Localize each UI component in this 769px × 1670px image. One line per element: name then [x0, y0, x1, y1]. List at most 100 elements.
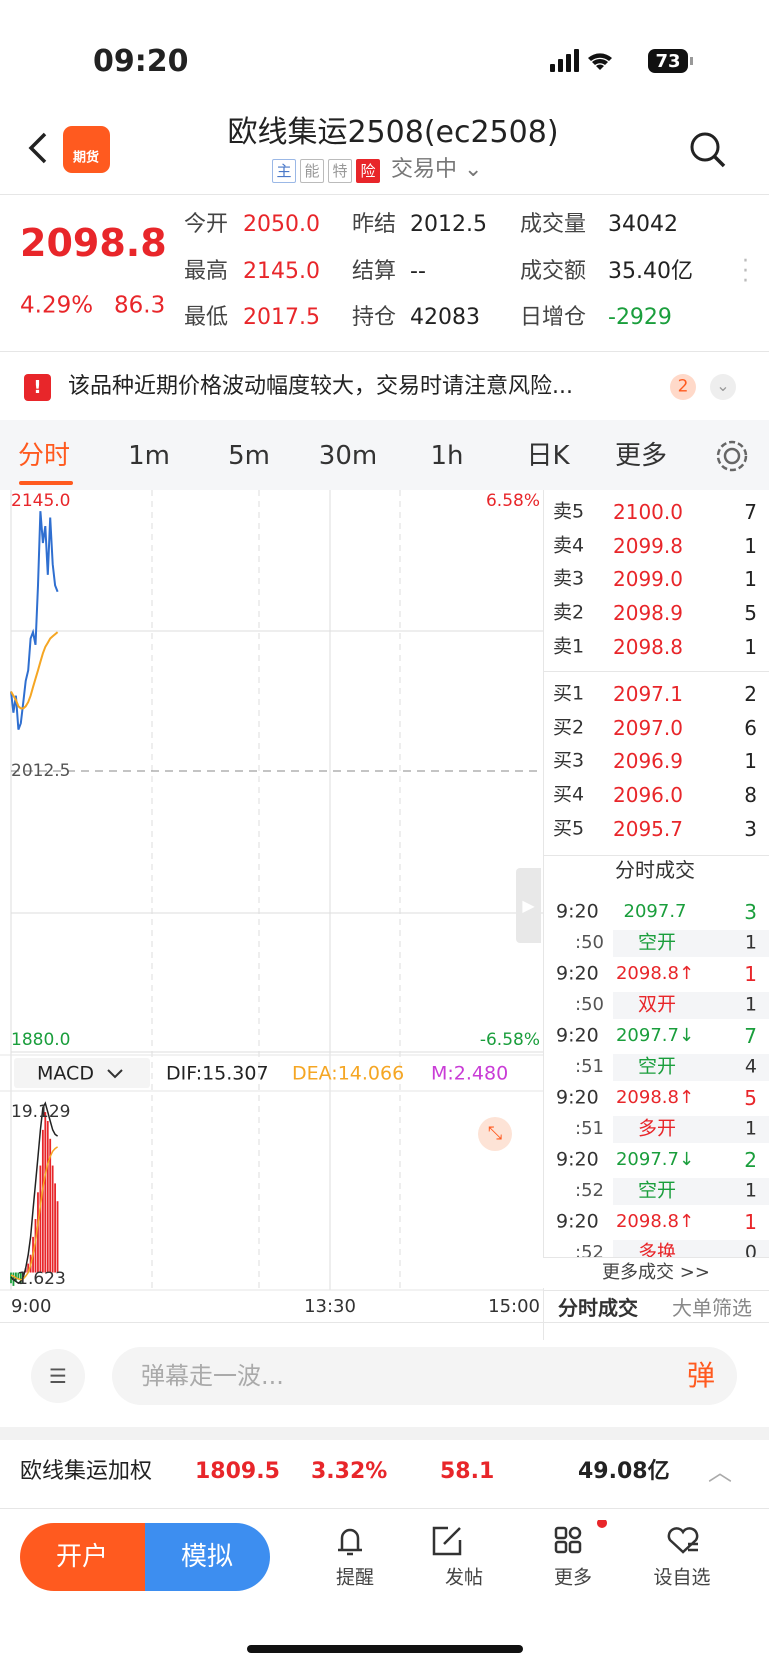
- trade-subrow-bg: [613, 992, 769, 1019]
- trade-volume: 2: [744, 1148, 757, 1172]
- y-tick-label: 1880.0: [11, 1030, 70, 1050]
- trade-volume: 7: [744, 1024, 757, 1048]
- trade-subtime: :50: [575, 994, 604, 1015]
- book-price: 2098.8: [613, 634, 683, 659]
- alert-text[interactable]: 该品种近期价格波动幅度较大，交易时请注意风险...: [68, 374, 573, 399]
- more-bg: [543, 1258, 769, 1288]
- danmaku-button[interactable]: 弹: [686, 1359, 716, 1392]
- trade-time: 9:20: [556, 1148, 599, 1171]
- field-label: 成交额: [520, 259, 587, 284]
- nav-item[interactable]: 更多: [553, 1566, 593, 1589]
- trade-time: 9:20: [556, 962, 599, 985]
- nav-item[interactable]: 发帖: [444, 1566, 484, 1589]
- change: 86.3: [114, 292, 166, 319]
- macd-bar: [56, 1201, 59, 1273]
- settings-button[interactable]: [714, 438, 750, 474]
- index-change-pct: 3.32%: [311, 1459, 388, 1484]
- macd-bar: [54, 1183, 56, 1273]
- trade-status[interactable]: 交易中: [391, 157, 458, 182]
- field-value: 42083: [410, 305, 480, 330]
- book-volume: 7: [744, 500, 757, 524]
- tag-row: 主能特险 交易中 ⌄: [272, 159, 482, 183]
- trade-volume: 3: [744, 900, 757, 924]
- period-tab[interactable]: 1h: [430, 441, 464, 471]
- trade-subvolume: 4: [744, 1055, 757, 1078]
- alert-icon: !: [24, 374, 51, 401]
- period-tab[interactable]: 更多: [614, 441, 668, 471]
- app-badge: [63, 126, 110, 173]
- x-tick-label: 9:00: [11, 1296, 51, 1317]
- status-time: 09:20: [93, 44, 189, 79]
- nav-item[interactable]: 提醒: [335, 1566, 375, 1589]
- macd-bar: [51, 1165, 54, 1273]
- open-account-button[interactable]: [20, 1523, 145, 1591]
- danmaku-toggle[interactable]: ☰: [31, 1349, 85, 1403]
- book-label: 卖2: [553, 601, 585, 624]
- nav-item[interactable]: 设自选: [653, 1566, 711, 1589]
- y-tick-label: 2012.5: [11, 761, 70, 781]
- book-price: 2099.0: [613, 567, 683, 592]
- field-value: 2050.0: [243, 212, 320, 237]
- book-label: 卖3: [553, 567, 585, 590]
- price-line: [10, 631, 59, 710]
- field-value: 34042: [608, 212, 678, 237]
- button-label: 模拟: [180, 1542, 234, 1572]
- index-name[interactable]: 欧线集运加权: [20, 1459, 153, 1484]
- price-line: [10, 511, 59, 730]
- more-trades[interactable]: 更多成交 >>: [602, 1262, 710, 1283]
- field-label: 最低: [184, 305, 229, 330]
- trade-subtime: :51: [575, 1056, 604, 1077]
- trade-subvolume: 1: [744, 1179, 757, 1202]
- panel-toggle[interactable]: ▶: [516, 868, 541, 943]
- book-label: 卖1: [553, 635, 585, 658]
- trade-price: 2098.8↑: [615, 1087, 695, 1108]
- alert-count-badge: [670, 374, 696, 400]
- period-tab[interactable]: 日K: [526, 441, 570, 471]
- period-tab[interactable]: 分时: [17, 441, 71, 471]
- trade-price: 2098.8↑: [615, 1211, 695, 1232]
- macd-bar: [27, 1263, 30, 1273]
- index-turnover: 49.08亿: [578, 1459, 670, 1484]
- period-tab[interactable]: 5m: [228, 441, 270, 471]
- macd-bar: [19, 1272, 22, 1285]
- status-icons: [550, 49, 693, 73]
- book-volume: 1: [744, 533, 757, 558]
- trade-action: 多开: [637, 1117, 677, 1140]
- book-volume: 6: [744, 715, 757, 740]
- last-price: 2098.8: [20, 221, 167, 265]
- panel-tab[interactable]: 大单筛选: [672, 1296, 752, 1320]
- trade-action: 空开: [637, 1055, 677, 1078]
- book-volume: 1: [744, 749, 757, 774]
- search-button[interactable]: [688, 130, 728, 170]
- comment-input[interactable]: [112, 1347, 737, 1405]
- dif-line: [10, 1101, 59, 1285]
- field-label: 今开: [184, 212, 229, 237]
- period-tab[interactable]: 1m: [128, 441, 170, 471]
- simulate-button[interactable]: [145, 1523, 270, 1591]
- dif-value: DIF:15.307: [166, 1063, 269, 1085]
- panel-tab[interactable]: 分时成交: [558, 1296, 638, 1320]
- field-value: 2012.5: [410, 212, 487, 237]
- back-button[interactable]: [25, 130, 55, 166]
- expand-button[interactable]: ⤡: [478, 1117, 512, 1151]
- macd-tick-label: -1.623: [11, 1269, 66, 1289]
- index-expand[interactable]: ︿: [708, 1458, 732, 1486]
- period-tab[interactable]: 30m: [318, 441, 378, 471]
- trade-subtime: :52: [575, 1180, 604, 1201]
- book-price: 2096.9: [613, 749, 683, 774]
- field-value: -2929: [608, 305, 672, 330]
- pct-label: 6.58%: [486, 491, 540, 511]
- macd-bar: [44, 1112, 47, 1273]
- trade-subvolume: 1: [744, 1117, 757, 1140]
- book-volume: 8: [744, 783, 757, 808]
- book-volume: 2: [744, 682, 757, 706]
- dea-line: [10, 1146, 59, 1281]
- divider: [543, 855, 769, 856]
- field-label: 持仓: [352, 305, 397, 330]
- trade-time: 9:20: [556, 1024, 599, 1047]
- trade-subrow-bg: [613, 1116, 769, 1143]
- more-dots[interactable]: · · ·: [742, 249, 749, 294]
- y-tick-label: 2145.0: [11, 491, 70, 511]
- alert-expand[interactable]: ⌄: [710, 374, 736, 400]
- trade-action: 双开: [637, 993, 677, 1016]
